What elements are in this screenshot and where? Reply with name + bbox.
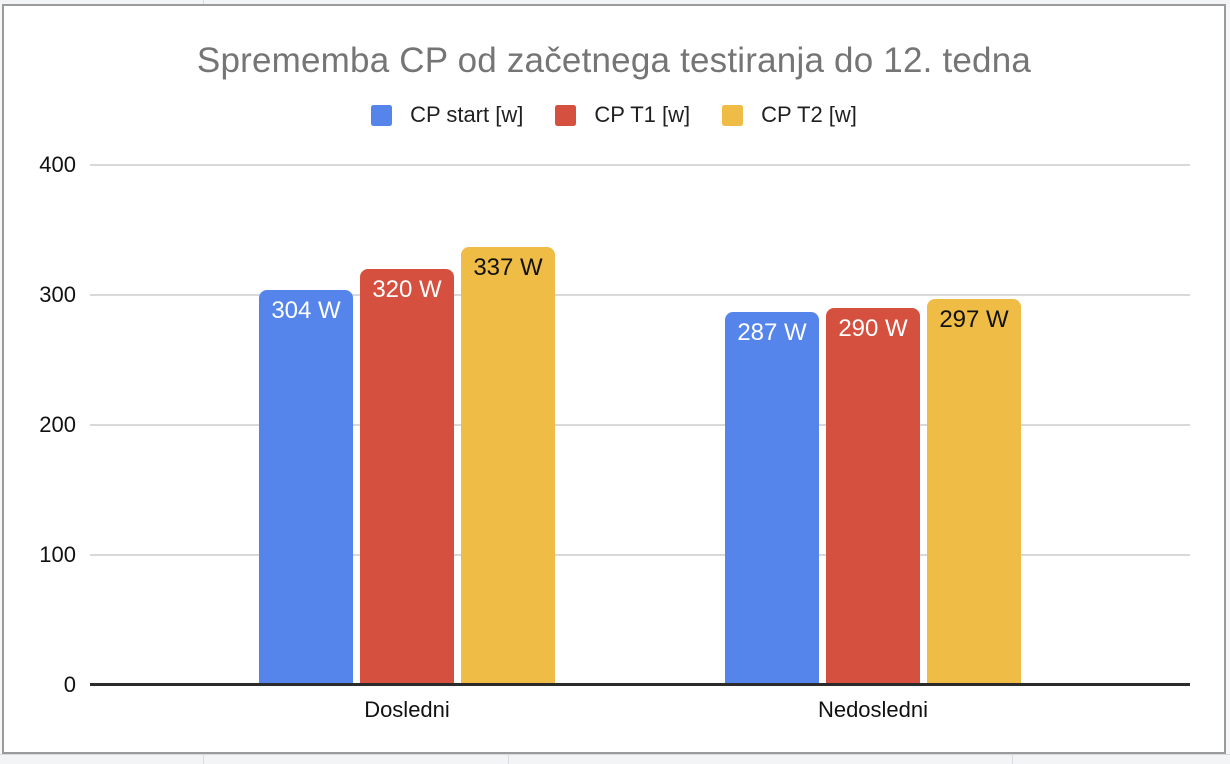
gridline bbox=[90, 554, 1190, 556]
bar-value-label: 337 W bbox=[473, 253, 543, 281]
legend-swatch-icon bbox=[371, 104, 393, 126]
legend-swatch-icon bbox=[555, 104, 577, 126]
sheet-cell-line bbox=[508, 755, 509, 764]
spreadsheet-strip-top bbox=[0, 0, 1230, 4]
legend-item: CP T1 [w] bbox=[555, 102, 690, 128]
bar-value-label: 320 W bbox=[372, 276, 442, 303]
plot-area: 304 W 320 W 337 W 287 W 290 W 297 W bbox=[90, 164, 1190, 686]
y-axis-tick-label: 0 bbox=[63, 672, 76, 697]
chart-widget[interactable]: Sprememba CP od začetnega testiranja do … bbox=[2, 4, 1226, 754]
bar-value-label: 297 W bbox=[939, 305, 1009, 333]
bar-value-label: 290 W bbox=[838, 315, 908, 342]
gridline bbox=[90, 294, 1190, 296]
bar[interactable]: 290 W bbox=[826, 308, 920, 685]
chart-title: Sprememba CP od začetnega testiranja do … bbox=[196, 41, 1032, 80]
bar[interactable]: 337 W bbox=[461, 246, 555, 685]
sheet-cell-line bbox=[203, 0, 204, 4]
chart-legend: CP start [w] CP T1 [w] CP T2 [w] bbox=[4, 102, 1224, 128]
bar-value-label: 287 W bbox=[737, 318, 807, 346]
y-axis-tick-label: 100 bbox=[39, 542, 76, 567]
legend-item: CP T2 [w] bbox=[722, 102, 857, 128]
bar-value-label: 304 W bbox=[271, 296, 341, 324]
y-axis-tick-label: 300 bbox=[39, 282, 76, 307]
sheet-cell-line bbox=[203, 755, 204, 764]
bar[interactable]: 320 W bbox=[360, 269, 454, 685]
bar[interactable]: 297 W bbox=[927, 298, 1021, 685]
category-label: Nedosledni bbox=[817, 697, 929, 722]
bar[interactable]: 287 W bbox=[725, 311, 819, 685]
gridline bbox=[90, 424, 1190, 426]
legend-label: CP start [w] bbox=[410, 102, 524, 127]
gridline bbox=[90, 164, 1190, 166]
y-axis-tick-label: 200 bbox=[39, 412, 76, 437]
x-baseline bbox=[90, 683, 1190, 686]
y-axis-tick-label: 400 bbox=[39, 152, 76, 177]
category-label: Dosledni bbox=[364, 697, 450, 722]
bar[interactable]: 304 W bbox=[259, 289, 353, 685]
spreadsheet-strip-bottom bbox=[0, 754, 1230, 764]
legend-swatch-icon bbox=[722, 104, 744, 126]
legend-label: CP T2 [w] bbox=[761, 102, 857, 127]
legend-item: CP start [w] bbox=[371, 102, 523, 128]
legend-label: CP T1 [w] bbox=[594, 102, 691, 127]
sheet-cell-line bbox=[1012, 755, 1013, 764]
